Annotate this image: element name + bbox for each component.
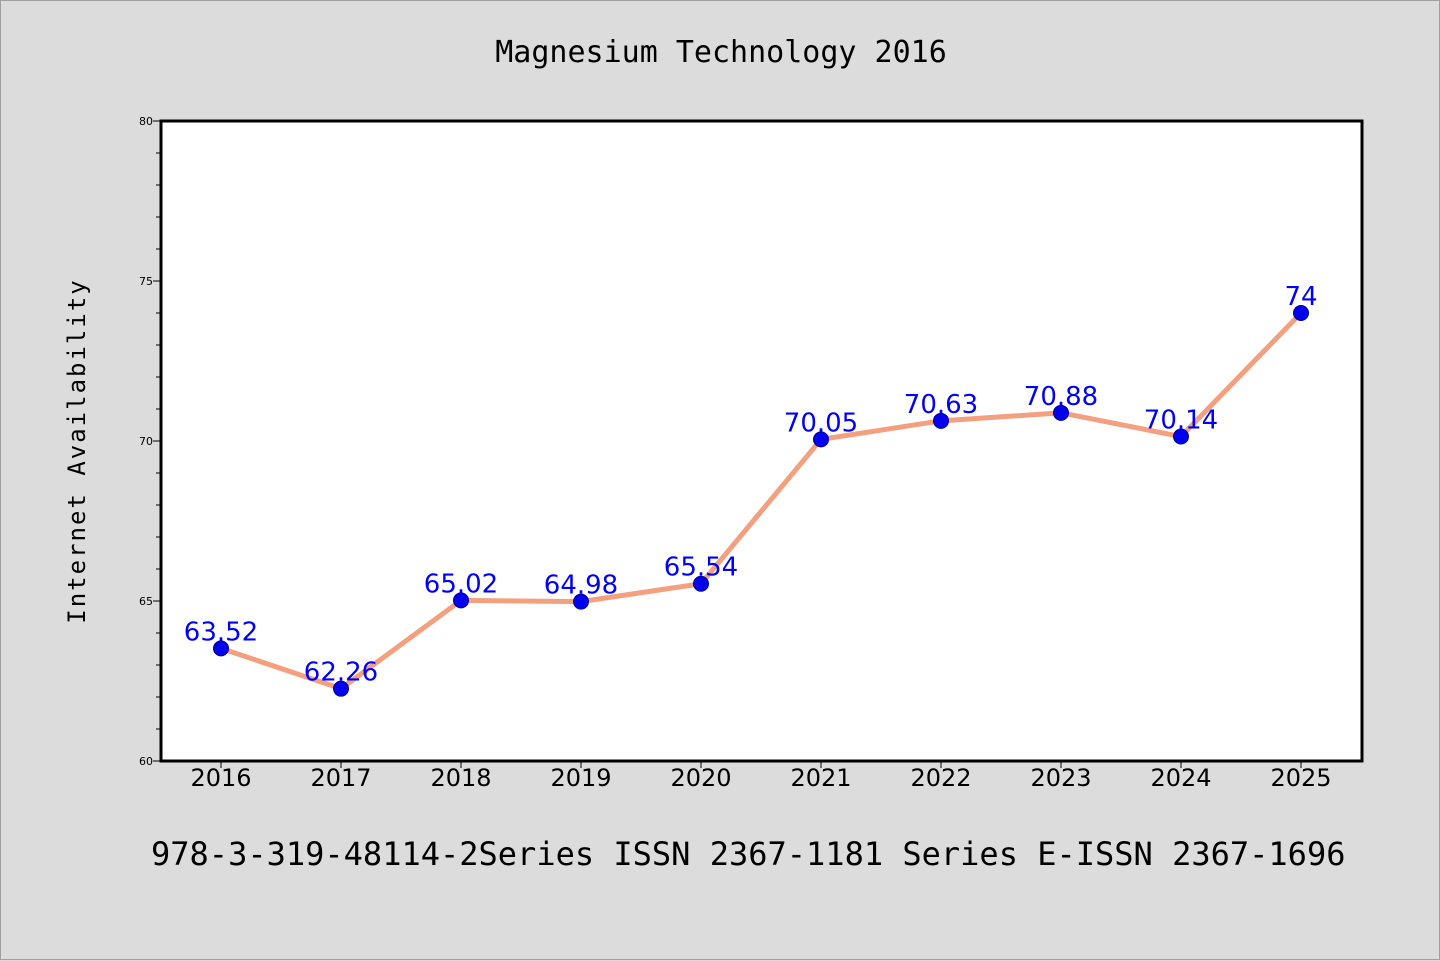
data-point xyxy=(453,592,469,609)
y-axis: 60 65 70 75 80 xyxy=(139,115,161,768)
data-label: 70.63 xyxy=(904,390,978,420)
data-label: 70.88 xyxy=(1024,382,1098,412)
chart-title: Magnesium Technology 2016 xyxy=(495,35,947,70)
data-point xyxy=(1053,404,1069,421)
series-line xyxy=(218,310,1304,692)
data-label: 65.02 xyxy=(424,569,498,599)
x-tick-label: 2021 xyxy=(790,764,851,792)
data-point xyxy=(333,680,349,697)
x-tick-label: 2025 xyxy=(1270,764,1331,792)
data-label: 62.26 xyxy=(304,658,378,688)
data-label: 70.14 xyxy=(1144,406,1218,436)
data-point xyxy=(933,412,949,429)
x-tick-label: 2016 xyxy=(190,764,251,792)
data-point xyxy=(1173,428,1189,445)
plot-background xyxy=(159,119,1364,763)
y-tick-label: 75 xyxy=(139,275,153,288)
x-tick-label: 2019 xyxy=(550,764,611,792)
x-tick-label: 2017 xyxy=(310,764,371,792)
data-label: 65.54 xyxy=(664,553,738,583)
data-point xyxy=(213,640,229,657)
data-point xyxy=(813,431,829,448)
y-tick-label: 65 xyxy=(139,595,153,608)
x-tick-label: 2024 xyxy=(1150,764,1211,792)
data-point xyxy=(573,593,589,610)
data-label: 70.05 xyxy=(784,408,858,438)
x-tick-label: 2018 xyxy=(430,764,491,792)
x-tick-label: 2023 xyxy=(1030,764,1091,792)
data-label: 74 xyxy=(1284,282,1317,312)
series-layer: 63.52 62.26 65.02 64.98 65.54 70.05 70.63 70.88… xyxy=(184,282,1318,697)
y-tick-label: 70 xyxy=(139,435,153,448)
x-axis: 2016 2017 2018 2019 2020 2021 2022 2023 2024 2025 xyxy=(190,761,1332,792)
data-point xyxy=(693,575,709,592)
y-tick-label: 60 xyxy=(139,755,153,768)
data-label: 64.98 xyxy=(544,571,618,601)
data-label: 63.52 xyxy=(184,617,258,647)
data-point xyxy=(1293,305,1309,321)
footer-isbn-text: 978-3-319-48114-2Series ISSN 2367-1181 S… xyxy=(151,835,1346,873)
y-tick-label: 80 xyxy=(139,115,153,128)
x-tick-label: 2020 xyxy=(670,764,731,792)
x-tick-label: 2022 xyxy=(910,764,971,792)
